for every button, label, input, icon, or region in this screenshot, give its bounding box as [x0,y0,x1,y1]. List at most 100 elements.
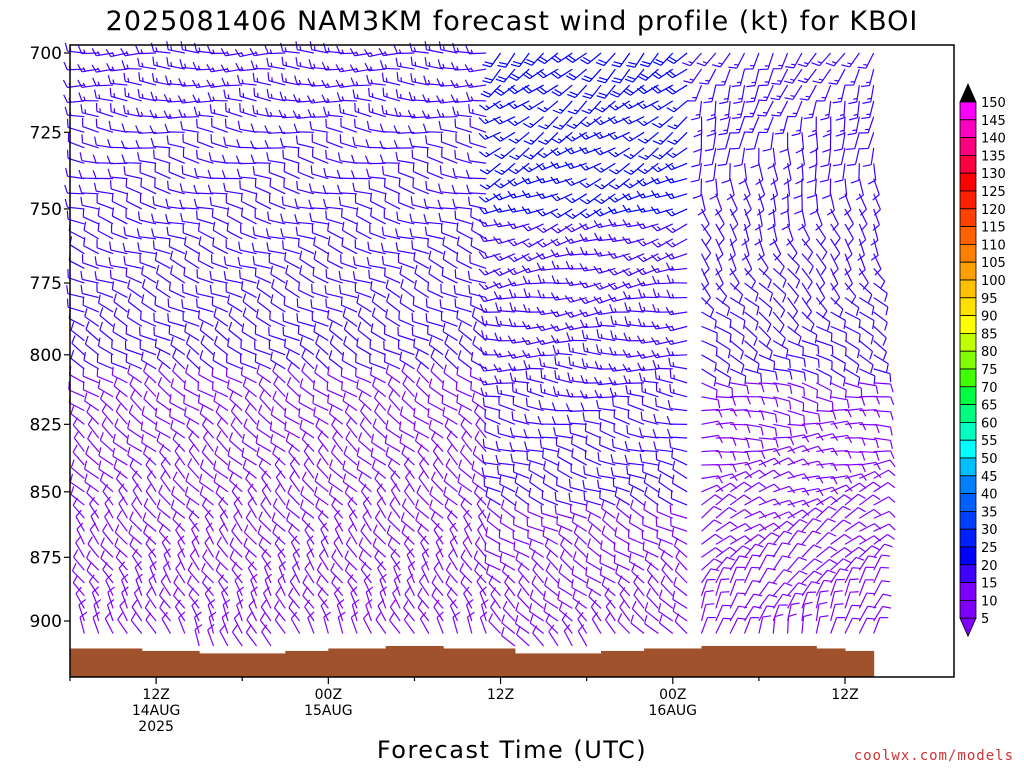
wind-barb [464,64,487,73]
wind-barb [521,190,544,199]
wind-barb [417,587,430,609]
wind-barb [96,283,114,299]
wind-barb [196,269,214,284]
colorbar-label: 10 [981,594,998,609]
wind-barb [432,457,444,479]
wind-barb [355,353,372,370]
wind-barb [799,84,817,101]
wind-barb [242,307,257,327]
wind-barb [449,522,459,545]
wind-barb [175,561,186,584]
wind-barb [528,487,544,506]
wind-barb [141,265,157,284]
wind-barb [254,178,272,195]
wind-barb [413,251,430,269]
wind-barb [297,238,315,255]
wind-barb [564,236,587,244]
wind-barb [624,302,645,313]
wind-barb [555,436,573,453]
wind-barb [139,193,157,210]
colorbar-label: 125 [981,185,1006,200]
wind-barb [218,496,229,519]
wind-barb [651,321,673,330]
wind-barb [830,505,851,519]
wind-barb [285,499,301,519]
wind-barb [207,623,215,647]
wind-barb [517,588,530,609]
wind-barb [380,242,401,255]
wind-barb [566,414,587,425]
wind-barb [237,120,257,133]
wind-barb [485,487,501,506]
wind-barb [638,147,659,161]
wind-barb [573,524,588,545]
wind-barb [456,309,473,327]
wind-barb [830,325,847,342]
wind-barb [168,238,186,255]
wind-barb [653,441,673,453]
wind-barb [470,352,487,370]
colorbar-label: 75 [981,363,998,378]
wind-barb [787,410,806,425]
wind-barb [715,578,730,596]
wind-barb [492,267,516,277]
wind-barb [125,209,142,225]
wind-barb [561,612,573,634]
wind-barb [471,392,487,412]
wind-barb [137,242,157,255]
wind-barb [336,184,358,195]
wind-barb [623,147,645,160]
wind-barb [344,562,358,584]
wind-barb [309,212,329,225]
wind-barb [470,381,487,398]
wind-barb [483,477,501,493]
wind-barb [150,91,171,102]
wind-barb [408,91,429,102]
wind-barb [746,68,760,88]
wind-barb [428,419,444,439]
wind-barb [499,553,516,571]
wind-barb [121,123,142,133]
wind-barb [507,178,530,187]
wind-barb [326,381,343,398]
wind-barb [170,336,186,356]
wind-barb [797,208,806,231]
wind-barb [123,72,142,86]
wind-barb [124,340,142,356]
wind-barb [289,457,301,479]
wind-barb [438,120,458,133]
wind-barb [830,354,846,372]
wind-barb [132,483,143,506]
wind-barb [566,116,588,129]
wind-barb [406,548,415,571]
wind-barb [182,312,200,327]
wind-barb [337,611,346,634]
wind-barb [640,411,659,425]
wind-barb [229,550,243,571]
wind-barb [149,125,171,135]
wind-barb [598,410,616,425]
wind-barb [272,390,286,412]
wind-barb [815,531,837,545]
wind-barb [269,310,286,327]
wind-barb [470,296,487,313]
wind-barb [252,256,272,269]
wind-barb [150,137,171,149]
wind-barb [801,422,823,432]
wind-barb [544,537,559,558]
wind-barb [564,161,587,170]
wind-barb [611,397,630,412]
wind-barb [750,147,760,169]
wind-barb [468,104,487,118]
colorbar-swatch [959,600,977,619]
wind-barb [185,364,200,384]
wind-barb [152,196,171,210]
wind-barb [450,62,472,71]
wind-barb [101,417,114,439]
wind-barb [333,586,344,609]
wind-barb [115,549,128,571]
wind-barb [636,350,659,359]
wind-barb [397,253,415,269]
wind-barb [858,555,877,571]
wind-barb [832,147,846,167]
